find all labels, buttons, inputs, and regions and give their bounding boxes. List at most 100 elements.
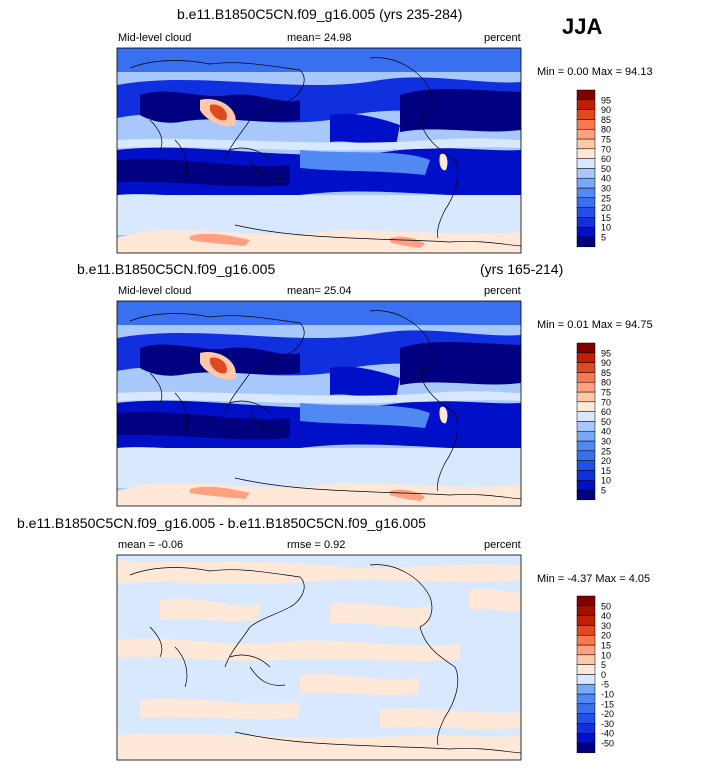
colorbar-tick-label: -5 [601, 680, 609, 690]
colorbar-box [576, 693, 596, 705]
colorbar-tick-label: 50 [601, 601, 611, 611]
colorbar-box [576, 460, 596, 471]
panel3-units: percent [484, 539, 521, 551]
colorbar-box [576, 99, 596, 110]
colorbar-tick-label: 85 [601, 115, 611, 125]
colorbar-box [576, 109, 596, 120]
colorbar-box [576, 381, 596, 393]
colorbar-tick-label: 70 [601, 397, 611, 407]
colorbar-box [576, 644, 596, 656]
colorbar-box [576, 654, 596, 665]
panel3-coastlines [129, 564, 522, 754]
colorbar-box [576, 664, 596, 675]
colorbar-box [576, 138, 596, 150]
colorbar-box [576, 391, 596, 403]
colorbar-box [576, 683, 596, 695]
colorbar-box [576, 128, 596, 140]
panel3-rmse-value: 0.92 [324, 539, 346, 551]
panel1-coastlines [129, 57, 522, 247]
panel3-mean-label: mean = [118, 539, 155, 551]
colorbar-tick-label: 5 [601, 233, 606, 243]
panel2-minmax: Min = 0.01 Max = 94.75 [537, 319, 653, 331]
panel1-mean-value: 24.98 [324, 32, 352, 44]
colorbar-box [576, 226, 596, 238]
panel3-mean: mean = -0.06 [118, 539, 183, 551]
colorbar-box [576, 430, 596, 442]
colorbar-tick-label: 50 [601, 417, 611, 427]
panel2-mean: mean= 25.04 [287, 285, 352, 297]
colorbar-tick-label: -20 [601, 709, 614, 719]
colorbar-tick-label: 80 [601, 378, 611, 388]
colorbar-tick-label: 40 [601, 611, 611, 621]
colorbar-box [576, 148, 596, 159]
colorbar-box [576, 605, 596, 616]
colorbar-tick-label: -40 [601, 729, 614, 739]
colorbar-tick-label: 40 [601, 174, 611, 184]
panel3-map [117, 555, 521, 760]
colorbar-tick-label: -50 [601, 739, 614, 749]
colorbar-tick-label: 0 [601, 670, 606, 680]
panel1-map [117, 48, 521, 253]
colorbar-tick-label: 5 [601, 660, 606, 670]
panel1-minmax: Min = 0.00 Max = 94.13 [537, 66, 653, 78]
panel2-mean-label: mean= [287, 285, 321, 297]
panel1-title: b.e11.B1850C5CN.f09_g16.005 (yrs 235-284… [177, 6, 463, 22]
colorbar-box [576, 372, 596, 383]
colorbar-tick-label: 15 [601, 641, 611, 651]
colorbar-box [576, 89, 596, 101]
colorbar-box [576, 411, 596, 422]
panel2-title: b.e11.B1850C5CN.f09_g16.005 [77, 261, 276, 277]
colorbar-tick-label: 30 [601, 437, 611, 447]
panel3-mean-value: -0.06 [158, 539, 184, 551]
panel2-field-label: Mid-level cloud [118, 285, 192, 297]
colorbar-box [576, 723, 596, 734]
panel1-mean: mean= 24.98 [287, 32, 352, 44]
colorbar-tick-label: 60 [601, 407, 611, 417]
panel2-units: percent [484, 285, 521, 297]
colorbar-box [576, 742, 596, 754]
panel1-mean-label: mean= [287, 32, 321, 44]
colorbar-tick-label: 95 [601, 95, 611, 105]
colorbar-tick-label: 70 [601, 144, 611, 154]
panel2-title-right: (yrs 165-214) [480, 261, 564, 277]
colorbar-tick-label: 15 [601, 466, 611, 476]
colorbar-box [576, 217, 596, 228]
colorbar-box [576, 674, 596, 685]
colorbar-box [576, 703, 596, 714]
colorbar-tick-label: 5 [601, 486, 606, 496]
panel3-rmse: rmse = 0.92 [287, 539, 345, 551]
colorbar-box [576, 595, 596, 607]
colorbar-box [576, 197, 596, 208]
panel2-mean-value: 25.04 [324, 285, 352, 297]
colorbar-box [576, 421, 596, 432]
colorbar-tick-label: 90 [601, 105, 611, 115]
colorbar-tick-label: 20 [601, 203, 611, 213]
colorbar-tick-label: 75 [601, 135, 611, 145]
panel3-rmse-label: rmse = [287, 539, 321, 551]
colorbar-box [576, 732, 596, 744]
colorbar-tick-label: 80 [601, 125, 611, 135]
panel2-map [117, 301, 521, 506]
colorbar-tick-label: 60 [601, 154, 611, 164]
colorbar-box [576, 177, 596, 189]
colorbar-box [576, 401, 596, 412]
colorbar-box [576, 634, 596, 646]
season-label: JJA [562, 14, 603, 39]
colorbar-tick-label: 40 [601, 427, 611, 437]
panel1-field-label: Mid-level cloud [118, 32, 192, 44]
colorbar-box [576, 489, 596, 501]
colorbar-box [576, 187, 596, 199]
colorbar-box [576, 362, 596, 373]
colorbar-tick-label: 30 [601, 184, 611, 194]
colorbar-tick-label: 10 [601, 476, 611, 486]
panel2-coastlines [129, 310, 522, 500]
colorbar-tick-label: 10 [601, 223, 611, 233]
colorbar-box [576, 625, 596, 636]
colorbar-tick-label: 50 [601, 164, 611, 174]
colorbar-box [576, 352, 596, 363]
colorbar-box [576, 450, 596, 461]
colorbar-tick-label: 75 [601, 388, 611, 398]
